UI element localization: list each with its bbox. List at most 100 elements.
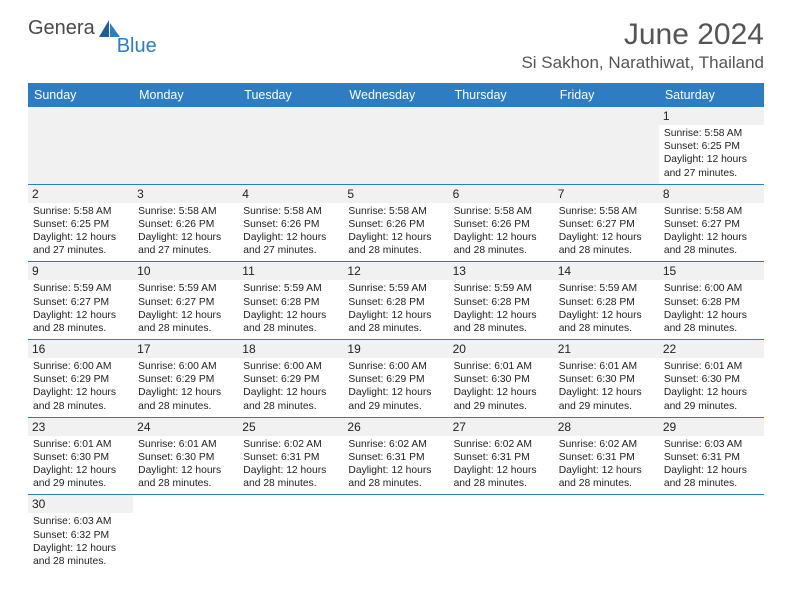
page-title: June 2024 bbox=[521, 18, 764, 51]
day-info: Sunrise: 6:02 AMSunset: 6:31 PMDaylight:… bbox=[559, 438, 654, 491]
logo: Genera Blue bbox=[28, 18, 157, 56]
day-info: Sunrise: 5:58 AMSunset: 6:27 PMDaylight:… bbox=[664, 205, 759, 258]
day-info: Sunrise: 6:00 AMSunset: 6:28 PMDaylight:… bbox=[664, 282, 759, 335]
calendar-day-cell: 23 Sunrise: 6:01 AMSunset: 6:30 PMDayligh… bbox=[28, 417, 133, 495]
calendar-empty-cell bbox=[238, 107, 343, 184]
calendar-week-row: 1 Sunrise: 5:58 AMSunset: 6:25 PMDaylight… bbox=[28, 107, 764, 184]
day-number: 30 bbox=[28, 495, 133, 513]
day-info: Sunrise: 5:58 AMSunset: 6:27 PMDaylight:… bbox=[559, 205, 654, 258]
day-info: Sunrise: 6:00 AMSunset: 6:29 PMDaylight:… bbox=[348, 360, 443, 413]
location: Si Sakhon, Narathiwat, Thailand bbox=[521, 53, 764, 73]
day-info: Sunrise: 6:02 AMSunset: 6:31 PMDaylight:… bbox=[243, 438, 338, 491]
day-info: Sunrise: 6:02 AMSunset: 6:31 PMDaylight:… bbox=[348, 438, 443, 491]
day-number: 4 bbox=[238, 185, 343, 203]
day-info: Sunrise: 6:01 AMSunset: 6:30 PMDaylight:… bbox=[454, 360, 549, 413]
calendar-day-cell: 21 Sunrise: 6:01 AMSunset: 6:30 PMDayligh… bbox=[554, 340, 659, 418]
calendar-day-cell: 15 Sunrise: 6:00 AMSunset: 6:28 PMDayligh… bbox=[659, 262, 764, 340]
day-info: Sunrise: 6:00 AMSunset: 6:29 PMDaylight:… bbox=[243, 360, 338, 413]
day-info: Sunrise: 5:58 AMSunset: 6:26 PMDaylight:… bbox=[243, 205, 338, 258]
day-info: Sunrise: 5:59 AMSunset: 6:27 PMDaylight:… bbox=[138, 282, 233, 335]
day-number: 15 bbox=[659, 262, 764, 280]
day-number: 28 bbox=[554, 418, 659, 436]
day-info: Sunrise: 5:58 AMSunset: 6:26 PMDaylight:… bbox=[138, 205, 233, 258]
calendar-day-cell: 26Sunrise: 6:02 AMSunset: 6:31 PMDayligh… bbox=[343, 417, 448, 495]
calendar-empty-cell bbox=[28, 107, 133, 184]
calendar-day-cell: 12 Sunrise: 5:59 AMSunset: 6:28 PMDayligh… bbox=[343, 262, 448, 340]
title-block: June 2024 Si Sakhon, Narathiwat, Thailan… bbox=[521, 18, 764, 73]
weekday-header: Sunday bbox=[28, 83, 133, 107]
calendar-day-cell: 30 Sunrise: 6:03 AMSunset: 6:32 PMDayligh… bbox=[28, 495, 133, 572]
day-info: Sunrise: 6:00 AMSunset: 6:29 PMDaylight:… bbox=[33, 360, 128, 413]
calendar-day-cell: 19 Sunrise: 6:00 AMSunset: 6:29 PMDayligh… bbox=[343, 340, 448, 418]
calendar-day-cell: 3 Sunrise: 5:58 AMSunset: 6:26 PMDaylight… bbox=[133, 184, 238, 262]
weekday-header: Saturday bbox=[659, 83, 764, 107]
day-number: 18 bbox=[238, 340, 343, 358]
calendar-day-cell: 29Sunrise: 6:03 AMSunset: 6:31 PMDayligh… bbox=[659, 417, 764, 495]
day-number: 10 bbox=[133, 262, 238, 280]
day-info: Sunrise: 6:01 AMSunset: 6:30 PMDaylight:… bbox=[559, 360, 654, 413]
day-number: 12 bbox=[343, 262, 448, 280]
calendar-day-cell: 28 Sunrise: 6:02 AMSunset: 6:31 PMDayligh… bbox=[554, 417, 659, 495]
calendar-day-cell: 5 Sunrise: 5:58 AMSunset: 6:26 PMDaylight… bbox=[343, 184, 448, 262]
day-info: Sunrise: 5:58 AMSunset: 6:25 PMDaylight:… bbox=[664, 127, 759, 180]
calendar-empty-cell bbox=[554, 107, 659, 184]
calendar-day-cell: 11 Sunrise: 5:59 AMSunset: 6:28 PMDayligh… bbox=[238, 262, 343, 340]
day-number: 6 bbox=[449, 185, 554, 203]
calendar-day-cell: 13 Sunrise: 5:59 AMSunset: 6:28 PMDayligh… bbox=[449, 262, 554, 340]
calendar-week-row: 23 Sunrise: 6:01 AMSunset: 6:30 PMDayligh… bbox=[28, 417, 764, 495]
calendar-day-cell: 20 Sunrise: 6:01 AMSunset: 6:30 PMDayligh… bbox=[449, 340, 554, 418]
weekday-header: Monday bbox=[133, 83, 238, 107]
day-info: Sunrise: 5:58 AMSunset: 6:26 PMDaylight:… bbox=[348, 205, 443, 258]
calendar-day-cell: 25Sunrise: 6:02 AMSunset: 6:31 PMDayligh… bbox=[238, 417, 343, 495]
calendar-day-cell: 27 Sunrise: 6:02 AMSunset: 6:31 PMDayligh… bbox=[449, 417, 554, 495]
day-info: Sunrise: 5:59 AMSunset: 6:28 PMDaylight:… bbox=[243, 282, 338, 335]
day-number: 8 bbox=[659, 185, 764, 203]
weekday-header: Thursday bbox=[449, 83, 554, 107]
day-number: 13 bbox=[449, 262, 554, 280]
calendar-empty-cell bbox=[238, 495, 343, 572]
day-number: 22 bbox=[659, 340, 764, 358]
calendar-week-row: 16 Sunrise: 6:00 AMSunset: 6:29 PMDayligh… bbox=[28, 340, 764, 418]
calendar-day-cell: 18 Sunrise: 6:00 AMSunset: 6:29 PMDayligh… bbox=[238, 340, 343, 418]
weekday-header: Tuesday bbox=[238, 83, 343, 107]
day-number: 11 bbox=[238, 262, 343, 280]
day-number: 27 bbox=[449, 418, 554, 436]
weekday-header: Friday bbox=[554, 83, 659, 107]
calendar-day-cell: 17Sunrise: 6:00 AMSunset: 6:29 PMDayligh… bbox=[133, 340, 238, 418]
calendar-day-cell: 9 Sunrise: 5:59 AMSunset: 6:27 PMDaylight… bbox=[28, 262, 133, 340]
day-info: Sunrise: 5:59 AMSunset: 6:27 PMDaylight:… bbox=[33, 282, 128, 335]
day-info: Sunrise: 6:01 AMSunset: 6:30 PMDaylight:… bbox=[664, 360, 759, 413]
day-number: 19 bbox=[343, 340, 448, 358]
calendar-day-cell: 10 Sunrise: 5:59 AMSunset: 6:27 PMDayligh… bbox=[133, 262, 238, 340]
calendar-table: Sunday Monday Tuesday Wednesday Thursday… bbox=[28, 83, 764, 572]
calendar-day-cell: 2Sunrise: 5:58 AMSunset: 6:25 PMDaylight… bbox=[28, 184, 133, 262]
day-info: Sunrise: 5:59 AMSunset: 6:28 PMDaylight:… bbox=[348, 282, 443, 335]
day-number: 9 bbox=[28, 262, 133, 280]
calendar-week-row: 9 Sunrise: 5:59 AMSunset: 6:27 PMDaylight… bbox=[28, 262, 764, 340]
day-info: Sunrise: 5:59 AMSunset: 6:28 PMDaylight:… bbox=[454, 282, 549, 335]
day-number: 20 bbox=[449, 340, 554, 358]
day-number: 24 bbox=[133, 418, 238, 436]
day-number: 16 bbox=[28, 340, 133, 358]
calendar-empty-cell bbox=[343, 495, 448, 572]
day-info: Sunrise: 6:00 AMSunset: 6:29 PMDaylight:… bbox=[138, 360, 233, 413]
weekday-header-row: Sunday Monday Tuesday Wednesday Thursday… bbox=[28, 83, 764, 107]
day-number: 23 bbox=[28, 418, 133, 436]
day-number: 5 bbox=[343, 185, 448, 203]
calendar-empty-cell bbox=[659, 495, 764, 572]
weekday-header: Wednesday bbox=[343, 83, 448, 107]
calendar-week-row: 2Sunrise: 5:58 AMSunset: 6:25 PMDaylight… bbox=[28, 184, 764, 262]
calendar-empty-cell bbox=[343, 107, 448, 184]
logo-text-blue: Blue bbox=[117, 36, 157, 56]
day-number: 21 bbox=[554, 340, 659, 358]
day-number: 3 bbox=[133, 185, 238, 203]
calendar-empty-cell bbox=[449, 107, 554, 184]
day-info: Sunrise: 6:01 AMSunset: 6:30 PMDaylight:… bbox=[138, 438, 233, 491]
day-number: 1 bbox=[659, 107, 764, 125]
calendar-day-cell: 16 Sunrise: 6:00 AMSunset: 6:29 PMDayligh… bbox=[28, 340, 133, 418]
day-info: Sunrise: 6:03 AMSunset: 6:32 PMDaylight:… bbox=[33, 515, 128, 568]
day-info: Sunrise: 6:03 AMSunset: 6:31 PMDaylight:… bbox=[664, 438, 759, 491]
day-number: 14 bbox=[554, 262, 659, 280]
day-info: Sunrise: 6:02 AMSunset: 6:31 PMDaylight:… bbox=[454, 438, 549, 491]
day-info: Sunrise: 6:01 AMSunset: 6:30 PMDaylight:… bbox=[33, 438, 128, 491]
